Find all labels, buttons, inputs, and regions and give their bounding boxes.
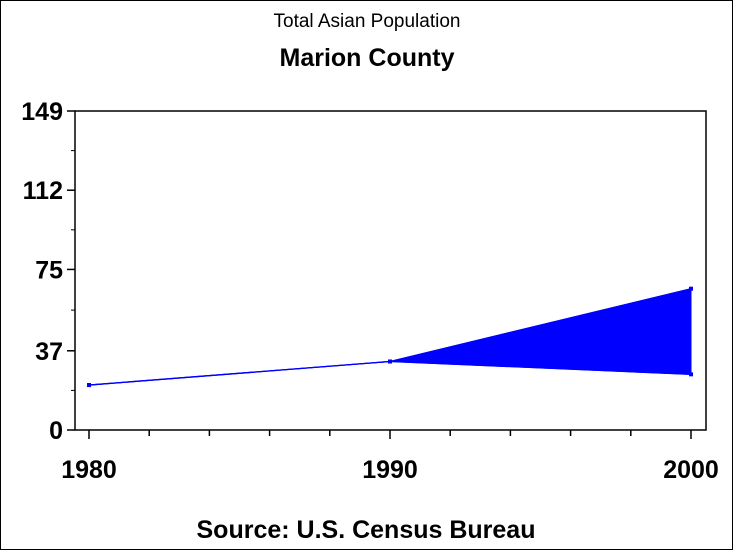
data-point <box>689 372 693 377</box>
y-tick-label: 37 <box>35 338 63 366</box>
plot-area <box>74 110 707 431</box>
chart-subtitle: Marion County <box>280 44 455 72</box>
y-tick-label: 0 <box>49 417 63 445</box>
x-tick-label: 2000 <box>663 456 719 484</box>
y-tick-label: 112 <box>23 177 63 205</box>
y-tick-label: 75 <box>35 256 63 284</box>
data-point <box>689 286 693 291</box>
x-tick-label: 1990 <box>362 456 418 484</box>
data-point <box>388 359 392 364</box>
data-point <box>87 383 91 388</box>
y-tick-label: 149 <box>21 98 63 126</box>
x-tick-label: 1980 <box>61 456 117 484</box>
chart-title: Total Asian Population <box>274 11 461 32</box>
chart-footnote: Source: U.S. Census Bureau <box>197 516 536 544</box>
